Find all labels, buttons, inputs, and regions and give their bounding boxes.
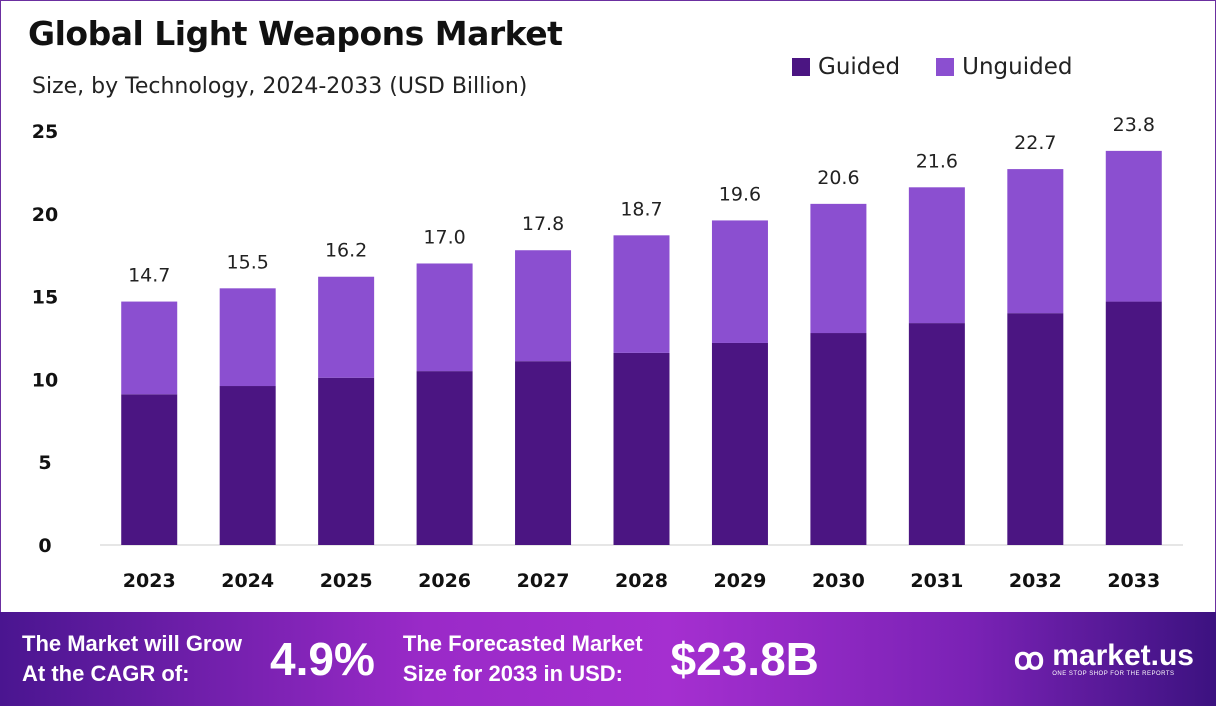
- legend-label-guided: Guided: [818, 54, 901, 80]
- forecast-label: The Forecasted Market Size for 2033 in U…: [403, 629, 643, 689]
- data-label-total: 19.6: [719, 183, 761, 205]
- bar-guided-2027: [515, 361, 572, 545]
- bar-chart: 051015202514.7202315.5202416.2202517.020…: [32, 114, 1183, 592]
- y-tick-label: 15: [32, 287, 58, 309]
- data-label-total: 23.8: [1113, 114, 1155, 136]
- data-label-total: 21.6: [916, 150, 958, 172]
- data-label-total: 14.7: [128, 265, 170, 287]
- x-tick-label: 2024: [221, 570, 274, 592]
- forecast-value: $23.8B: [670, 633, 819, 685]
- bar-unguided-2025: [318, 276, 375, 378]
- chart-subtitle: Size, by Technology, 2024-2033 (USD Bill…: [32, 74, 528, 99]
- bar-unguided-2033: [1105, 150, 1162, 302]
- legend-item-unguided: Unguided: [936, 54, 1072, 80]
- data-label-total: 22.7: [1014, 132, 1056, 154]
- footer-banner: The Market will Grow At the CAGR of: 4.9…: [0, 612, 1216, 706]
- y-tick-label: 25: [32, 121, 58, 143]
- x-tick-label: 2029: [714, 570, 767, 592]
- bar-unguided-2028: [613, 235, 670, 353]
- bar-guided-2023: [121, 394, 178, 545]
- legend-label-unguided: Unguided: [962, 54, 1073, 80]
- bar-unguided-2032: [1007, 169, 1064, 314]
- data-label-total: 15.5: [227, 251, 269, 273]
- bar-unguided-2031: [908, 187, 965, 324]
- logo-tagline: ONE STOP SHOP FOR THE REPORTS: [1052, 671, 1175, 677]
- y-tick-label: 0: [38, 535, 51, 557]
- bar-guided-2028: [613, 352, 670, 545]
- bar-guided-2026: [416, 371, 473, 545]
- cagr-label: The Market will Grow At the CAGR of:: [22, 629, 242, 689]
- x-tick-label: 2033: [1107, 570, 1160, 592]
- x-tick-label: 2026: [418, 570, 471, 592]
- legend-swatch-guided: [792, 58, 810, 76]
- bar-unguided-2027: [515, 250, 572, 362]
- cagr-value: 4.9%: [270, 633, 375, 685]
- bar-unguided-2029: [711, 220, 768, 343]
- x-tick-label: 2027: [517, 570, 570, 592]
- market-us-logo: ꝏ market.us ONE STOP SHOP FOR THE REPORT…: [1013, 639, 1194, 678]
- bar-unguided-2024: [219, 288, 276, 387]
- bar-guided-2030: [810, 333, 867, 545]
- y-tick-label: 5: [38, 452, 51, 474]
- bar-unguided-2023: [121, 301, 178, 395]
- legend: Guided Unguided: [792, 54, 1072, 80]
- bar-guided-2024: [219, 386, 276, 545]
- bar-guided-2033: [1105, 301, 1162, 545]
- bar-guided-2025: [318, 377, 375, 545]
- x-tick-label: 2031: [910, 570, 963, 592]
- cagr-label-line2: At the CAGR of:: [22, 661, 190, 686]
- data-label-total: 20.6: [817, 167, 859, 189]
- x-tick-label: 2025: [320, 570, 373, 592]
- data-label-total: 17.8: [522, 213, 564, 235]
- y-tick-label: 10: [32, 369, 58, 391]
- logo-icon: ꝏ: [1013, 642, 1045, 676]
- forecast-label-line1: The Forecasted Market: [402, 631, 643, 656]
- x-tick-label: 2030: [812, 570, 865, 592]
- bar-guided-2029: [711, 342, 768, 545]
- data-label-total: 16.2: [325, 240, 367, 262]
- logo-text: market.us: [1052, 639, 1194, 672]
- x-tick-label: 2023: [123, 570, 176, 592]
- bar-guided-2031: [908, 323, 965, 545]
- y-tick-label: 20: [32, 204, 58, 226]
- data-label-total: 18.7: [620, 198, 662, 220]
- chart-title: Global Light Weapons Market: [28, 14, 563, 53]
- bar-unguided-2026: [416, 263, 473, 372]
- bar-guided-2032: [1007, 313, 1064, 545]
- forecast-label-line2: Size for 2033 in USD:: [402, 661, 623, 686]
- cagr-label-line1: The Market will Grow: [22, 631, 243, 656]
- x-tick-label: 2028: [615, 570, 668, 592]
- bar-unguided-2030: [810, 203, 867, 334]
- legend-item-guided: Guided: [792, 54, 900, 80]
- legend-swatch-unguided: [936, 58, 955, 76]
- data-label-total: 17.0: [423, 226, 465, 248]
- x-tick-label: 2032: [1009, 570, 1062, 592]
